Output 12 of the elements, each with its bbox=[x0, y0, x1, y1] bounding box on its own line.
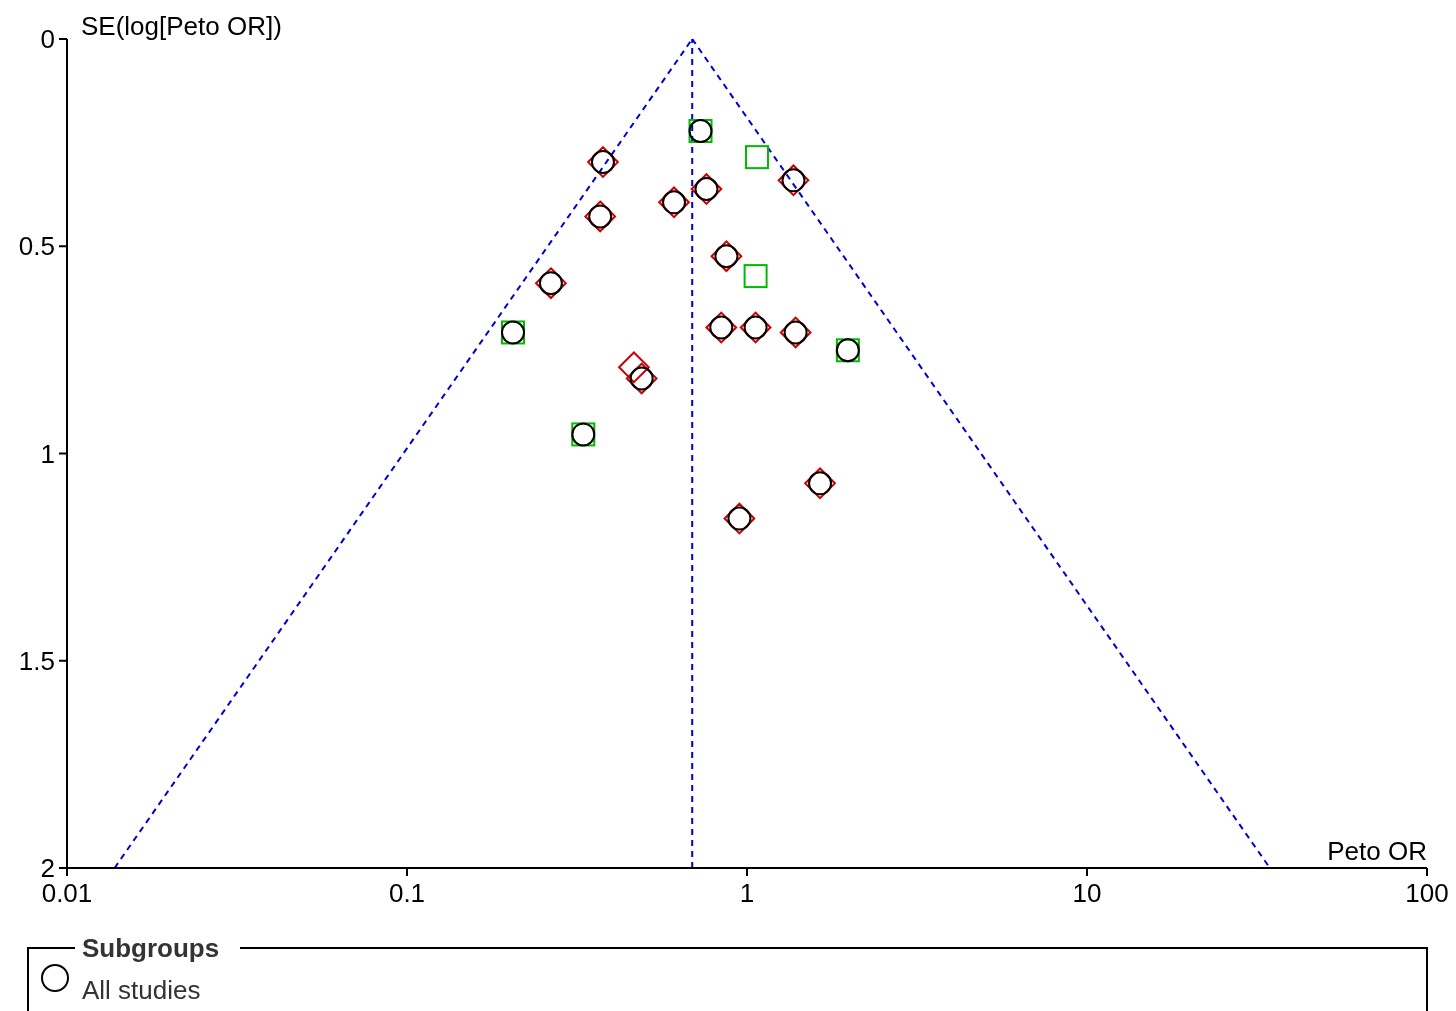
legend-title: Subgroups bbox=[82, 933, 220, 963]
y-tick-label: 0 bbox=[40, 24, 55, 54]
y-axis-title: SE(log[Peto OR]) bbox=[81, 11, 282, 41]
y-tick-label: 1.5 bbox=[18, 645, 55, 676]
x-tick-label: 10 bbox=[1072, 878, 1102, 908]
x-axis-title: Peto OR bbox=[1327, 836, 1427, 866]
legend-label: All studies bbox=[82, 975, 201, 1005]
y-tick-label: 0.5 bbox=[18, 231, 55, 262]
y-tick-label: 1 bbox=[40, 438, 55, 469]
x-tick-label: 0.1 bbox=[388, 878, 426, 908]
x-tick-label: 100 bbox=[1405, 878, 1449, 908]
x-tick-label: 1 bbox=[739, 878, 755, 908]
